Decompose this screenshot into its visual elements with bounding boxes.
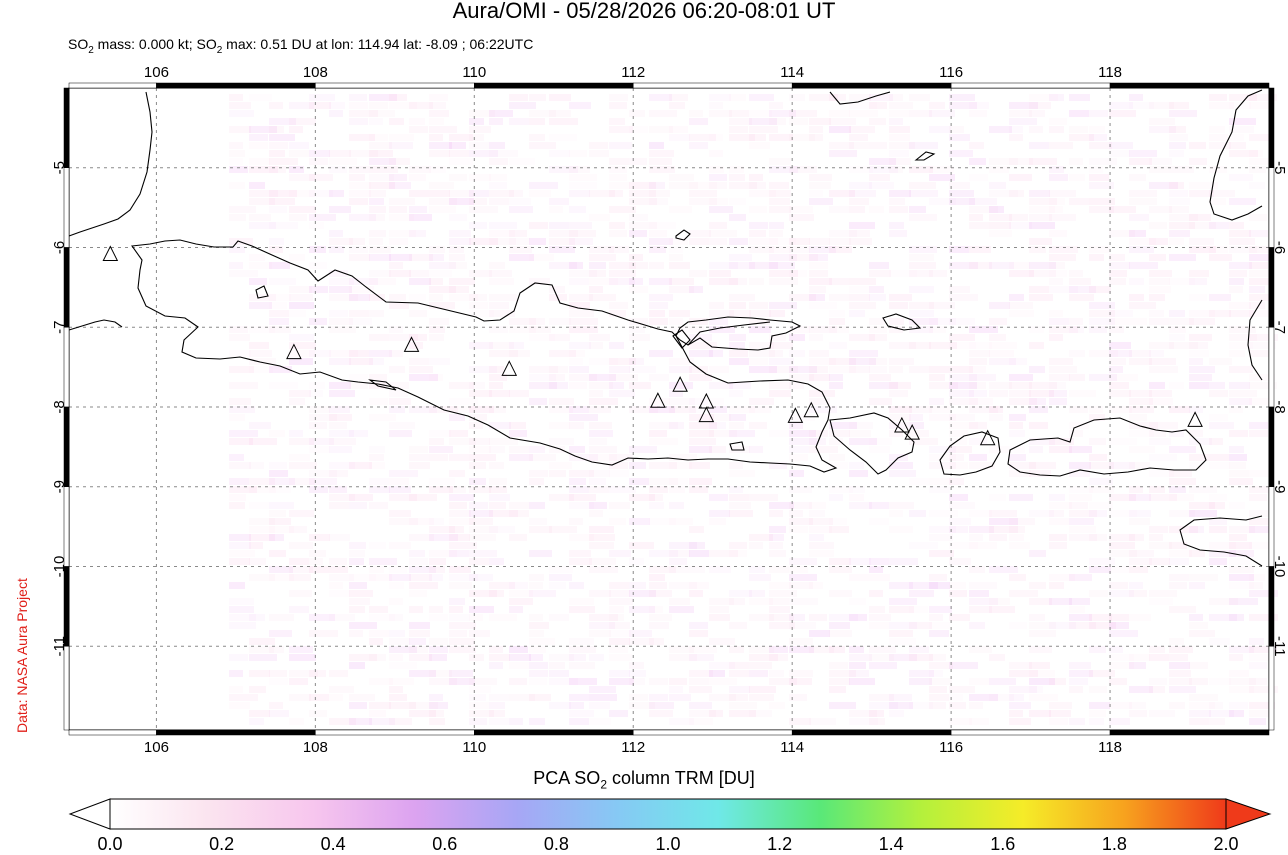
lat-tick-right: -8 [1271,400,1288,413]
lon-tick-bottom: 106 [144,739,169,756]
colorbar-gradient [109,798,1227,830]
lon-tick-bottom: 108 [303,739,328,756]
lon-tick-bottom: 116 [939,739,963,756]
volcano-marker [803,401,820,418]
lon-tick-bottom: 114 [780,739,804,756]
volcano-marker [286,343,302,360]
colorbar-right-arrow [1225,798,1272,830]
volcano-marker [501,360,518,376]
lat-tick-right: -9 [1271,480,1288,493]
colorbar-tick: 0.0 [97,834,123,854]
lon-tick-top: 116 [939,64,963,81]
colorbar-tick: 0.8 [543,834,569,854]
map-subtitle: SO2 mass: 0.000 kt; SO2 max: 0.51 DU at … [68,36,534,56]
colorbar-tick: 1.2 [767,834,793,854]
lon-tick-top: 114 [780,64,804,81]
lon-tick-top: 118 [1098,64,1122,81]
volcano-marker [672,376,688,392]
volcano-marker [894,416,910,433]
map-axes: 106 106 108 108 110 110 112 112 114 114 116 116 118 1… [51,64,1288,756]
lon-tick-bottom: 118 [1098,739,1122,756]
lon-tick-top: 112 [621,64,645,81]
lat-tick-right: -6 [1271,241,1288,254]
lat-tick-right: -7 [1271,321,1288,334]
so2-field [229,94,1278,725]
volcano-marker [102,245,119,261]
lon-tick-top: 110 [462,64,486,81]
lon-tick-top: 108 [303,64,328,81]
colorbar-title: PCA SO2 column TRM [DU] [533,768,755,792]
colorbar [68,798,1272,830]
volcano-markers [102,245,1203,446]
lon-tick-bottom: 110 [462,739,486,756]
lat-tick-right: -10 [1271,556,1288,578]
volcano-marker [1187,411,1203,427]
lat-tick-right: -11 [1271,636,1288,657]
colorbar-tick: 1.0 [655,834,681,854]
colorbar-left-arrow [68,798,111,830]
volcano-marker [979,429,996,446]
colorbar-tick: 1.6 [990,834,1016,854]
lat-tick-right: -5 [1271,161,1288,174]
map-title: Aura/OMI - 05/28/2026 06:20-08:01 UT [452,0,836,23]
volcano-marker [650,392,666,408]
coastlines [68,89,1263,567]
map-plot: 106 106 108 108 110 110 112 112 114 114 116 116 118 1… [51,64,1288,756]
colorbar-tick: 1.4 [878,834,904,854]
volcano-marker [904,424,920,440]
colorbar-tick: 2.0 [1213,834,1239,854]
grid-lines [69,88,1269,730]
colorbar-tick: 0.6 [432,834,458,854]
colorbar-tick: 1.8 [1101,834,1127,854]
volcano-marker [403,336,420,352]
colorbar-tick: 0.2 [209,834,235,854]
lon-tick-bottom: 112 [621,739,645,756]
volcano-marker [787,407,804,423]
volcano-marker [698,406,715,423]
colorbar-tick: 0.4 [320,834,346,854]
lon-tick-top: 106 [144,64,169,81]
